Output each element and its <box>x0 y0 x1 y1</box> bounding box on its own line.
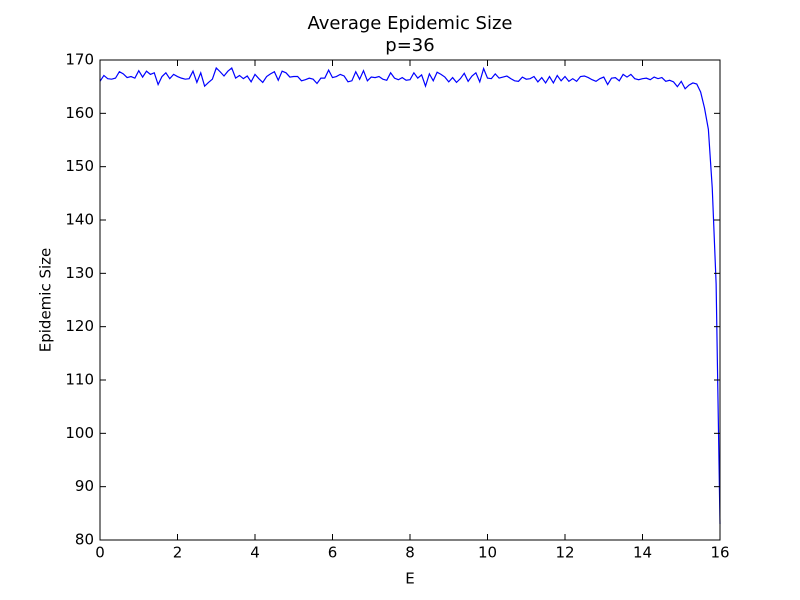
x-axis-label: E <box>405 570 414 588</box>
chart-subtitle: p=36 <box>385 35 434 56</box>
data-line <box>99 66 721 525</box>
y-tick-label: 80 <box>75 531 94 549</box>
y-tick-label: 160 <box>65 104 94 122</box>
y-tick-label: 140 <box>65 211 94 229</box>
y-tick-label: 130 <box>65 264 94 282</box>
x-tick-label: 14 <box>633 544 652 562</box>
x-tick-label: 6 <box>328 544 338 562</box>
x-tick-label: 0 <box>95 544 105 562</box>
x-tick-label: 8 <box>405 544 415 562</box>
x-tick-label: 10 <box>478 544 497 562</box>
x-tick-label: 16 <box>710 544 729 562</box>
y-axis-label: Epidemic Size <box>37 248 55 353</box>
y-tick-label: 170 <box>65 51 94 69</box>
plot-frame <box>99 59 721 541</box>
x-tick-label: 12 <box>555 544 574 562</box>
y-tick-label: 90 <box>75 477 94 495</box>
x-tick-label: 4 <box>250 544 260 562</box>
y-tick-label: 100 <box>65 424 94 442</box>
y-tick-label: 150 <box>65 157 94 175</box>
x-tick-label: 2 <box>173 544 183 562</box>
chart-title: Average Epidemic Size <box>307 13 512 34</box>
y-tick-label: 110 <box>65 371 94 389</box>
y-tick-label: 120 <box>65 317 94 335</box>
